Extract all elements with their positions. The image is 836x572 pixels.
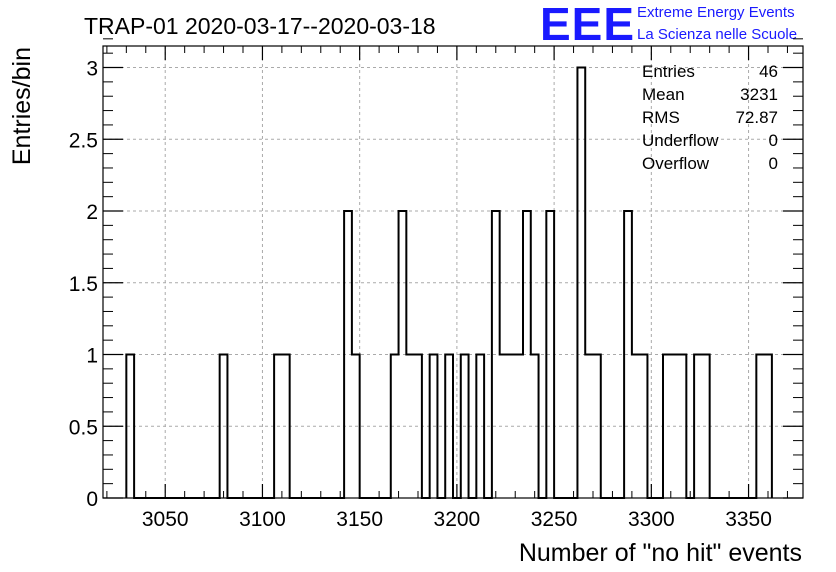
histogram-bin	[476, 355, 484, 498]
plot-frame	[102, 45, 804, 499]
x-axis-title: Number of "no hit" events	[519, 539, 802, 567]
histogram-bin	[663, 355, 671, 498]
y-tick-label: 1	[86, 345, 98, 368]
stats-value: 0	[769, 131, 778, 150]
histogram-bin	[430, 355, 438, 498]
x-tick-label: 3350	[725, 508, 772, 531]
x-tick-label: 3200	[434, 508, 481, 531]
histogram-bin	[344, 211, 352, 498]
histogram-bin	[414, 355, 422, 498]
histogram-bin	[577, 68, 585, 498]
x-tick-labels: 3050 3100 3150 3200 3250 3300 3350	[142, 508, 772, 531]
eee-logo-line-1: Extreme Energy Events	[637, 4, 795, 21]
histogram-bin	[445, 355, 453, 498]
stats-value: 46	[759, 62, 778, 81]
histogram-bin	[399, 211, 407, 498]
histogram-bin	[671, 355, 679, 498]
y-tick-label: 0.5	[69, 416, 98, 439]
stats-value: 72.87	[735, 108, 778, 127]
histogram-bin	[546, 211, 554, 498]
histogram-bin	[702, 355, 710, 498]
eee-logo-mark: EEE	[540, 0, 635, 50]
histogram-bin	[220, 355, 228, 498]
x-tick-label: 3300	[628, 508, 675, 531]
histogram-bin	[585, 355, 593, 498]
histogram-bin	[624, 211, 632, 498]
histogram-bin	[507, 355, 515, 498]
histogram-bin	[764, 355, 772, 498]
histogram-bin	[492, 211, 500, 498]
y-tick-labels: 0 0.5 1 1.5 2 2.5 3	[69, 58, 98, 511]
histogram-bin	[694, 355, 702, 498]
histogram-bin	[391, 355, 399, 498]
x-tick-label: 3250	[531, 508, 578, 531]
histogram-bin	[500, 355, 508, 498]
histogram-bin	[531, 355, 539, 498]
histogram-bin	[632, 355, 640, 498]
stats-box: Entries 46 Mean 3231 RMS 72.87 Underflow 0 Overf…	[642, 62, 778, 173]
histogram-bin	[515, 355, 523, 498]
histogram-bin	[282, 355, 290, 498]
histogram-bin	[406, 355, 414, 498]
y-tick-label: 2	[86, 201, 98, 224]
y-tick-label: 3	[86, 58, 98, 81]
y-axis-title: Entries/bin	[8, 47, 36, 165]
x-tick-label: 3150	[336, 508, 383, 531]
y-tick-label: 0	[86, 488, 98, 511]
stats-label: Underflow	[642, 131, 719, 150]
stats-value: 0	[769, 154, 778, 173]
histogram-bin	[679, 355, 687, 498]
histogram-bin	[274, 355, 282, 498]
chart-title: TRAP-01 2020-03-17--2020-03-18	[84, 13, 436, 39]
y-tick-label: 2.5	[69, 129, 98, 152]
histogram-bin	[523, 211, 531, 498]
stats-label: Entries	[642, 62, 695, 81]
x-tick-label: 3050	[142, 508, 189, 531]
histogram-bin	[640, 355, 648, 498]
histogram-bin	[593, 355, 601, 498]
axis-ticks	[103, 38, 803, 499]
histogram-bin	[352, 355, 360, 498]
histogram-bin	[756, 355, 764, 498]
histogram-bin	[126, 355, 134, 498]
x-tick-label: 3100	[239, 508, 286, 531]
stats-label: RMS	[642, 108, 680, 127]
eee-logo: EEE Extreme Energy Events La Scienza nel…	[540, 0, 797, 50]
stats-label: Mean	[642, 85, 685, 104]
stats-value: 3231	[740, 85, 778, 104]
y-tick-label: 1.5	[69, 273, 98, 296]
stats-label: Overflow	[642, 154, 710, 173]
eee-logo-line-2: La Scienza nelle Scuole	[637, 26, 797, 43]
histogram-bin	[461, 355, 469, 498]
